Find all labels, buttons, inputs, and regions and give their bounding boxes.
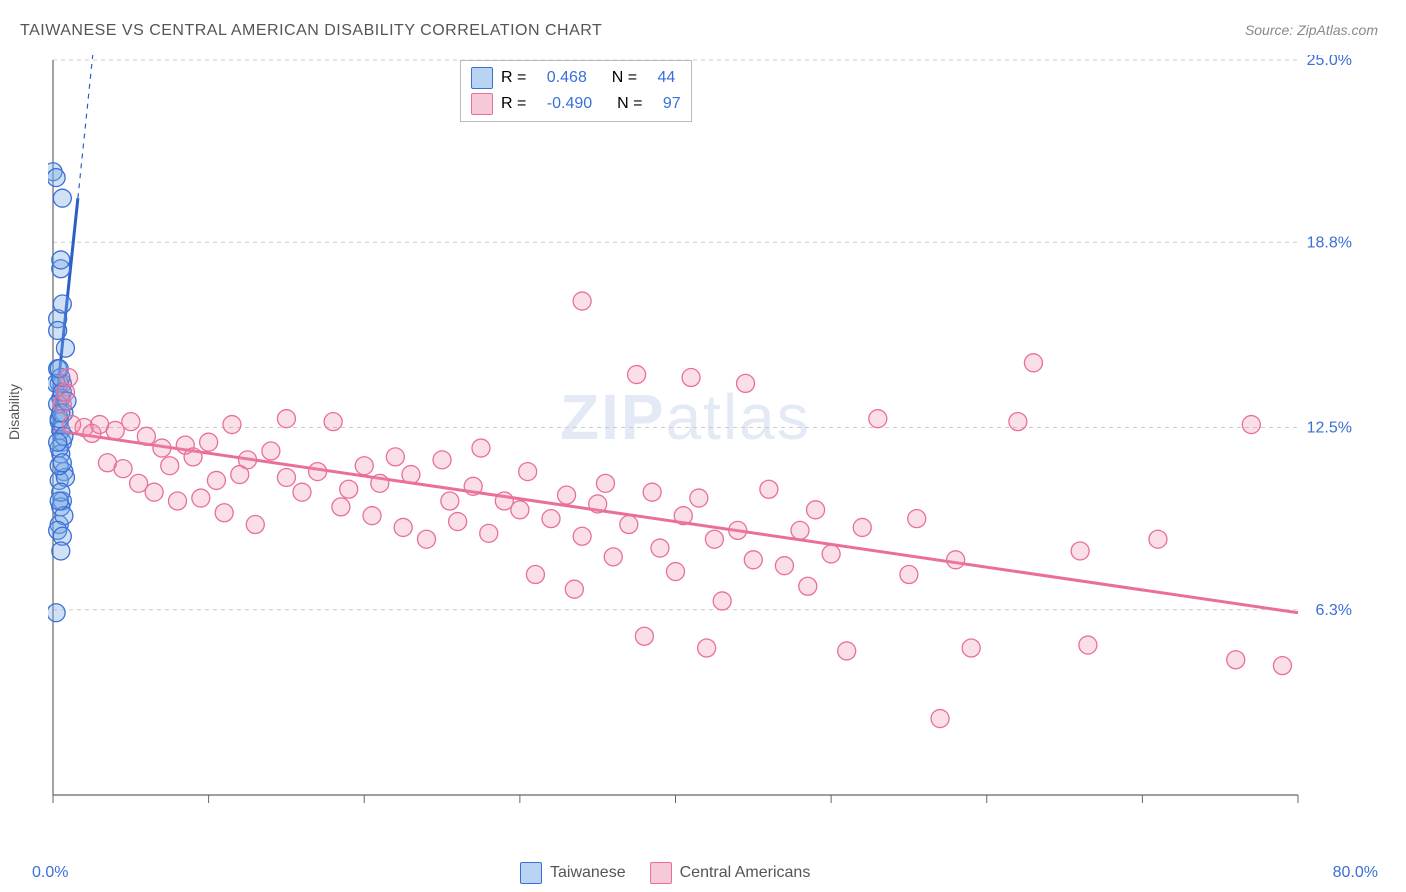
correlation-legend: R = 0.468 N = 44 R = -0.490 N = 97: [460, 60, 692, 122]
svg-text:6.3%: 6.3%: [1316, 602, 1352, 619]
svg-text:12.5%: 12.5%: [1307, 420, 1352, 437]
source-credit: Source: ZipAtlas.com: [1245, 22, 1378, 38]
series-legend: Taiwanese Central Americans: [520, 862, 810, 884]
legend-r-value: -0.490: [547, 95, 592, 113]
legend-row-taiwanese: R = 0.468 N = 44: [471, 65, 681, 91]
legend-r-value: 0.468: [547, 69, 587, 87]
legend-item-central: Central Americans: [650, 862, 811, 884]
x-min-label: 0.0%: [32, 864, 68, 882]
x-max-label: 80.0%: [1333, 864, 1378, 882]
swatch-central: [471, 93, 493, 115]
legend-row-central: R = -0.490 N = 97: [471, 91, 681, 117]
legend-label: Taiwanese: [550, 864, 626, 882]
swatch-taiwanese: [471, 67, 493, 89]
y-axis-label: Disability: [6, 384, 22, 440]
swatch-central: [650, 862, 672, 884]
legend-n-value: 44: [658, 69, 676, 87]
legend-label: Central Americans: [680, 864, 811, 882]
swatch-taiwanese: [520, 862, 542, 884]
scatter-plot: 6.3% 12.5% 18.8% 25.0%: [48, 55, 1358, 825]
svg-text:25.0%: 25.0%: [1307, 55, 1352, 69]
legend-item-taiwanese: Taiwanese: [520, 862, 626, 884]
legend-r-label: R =: [501, 69, 526, 87]
chart-title: TAIWANESE VS CENTRAL AMERICAN DISABILITY…: [20, 22, 602, 40]
svg-text:18.8%: 18.8%: [1307, 234, 1352, 251]
legend-n-label: N =: [617, 95, 642, 113]
legend-r-label: R =: [501, 95, 526, 113]
legend-n-label: N =: [612, 69, 637, 87]
legend-n-value: 97: [663, 95, 681, 113]
